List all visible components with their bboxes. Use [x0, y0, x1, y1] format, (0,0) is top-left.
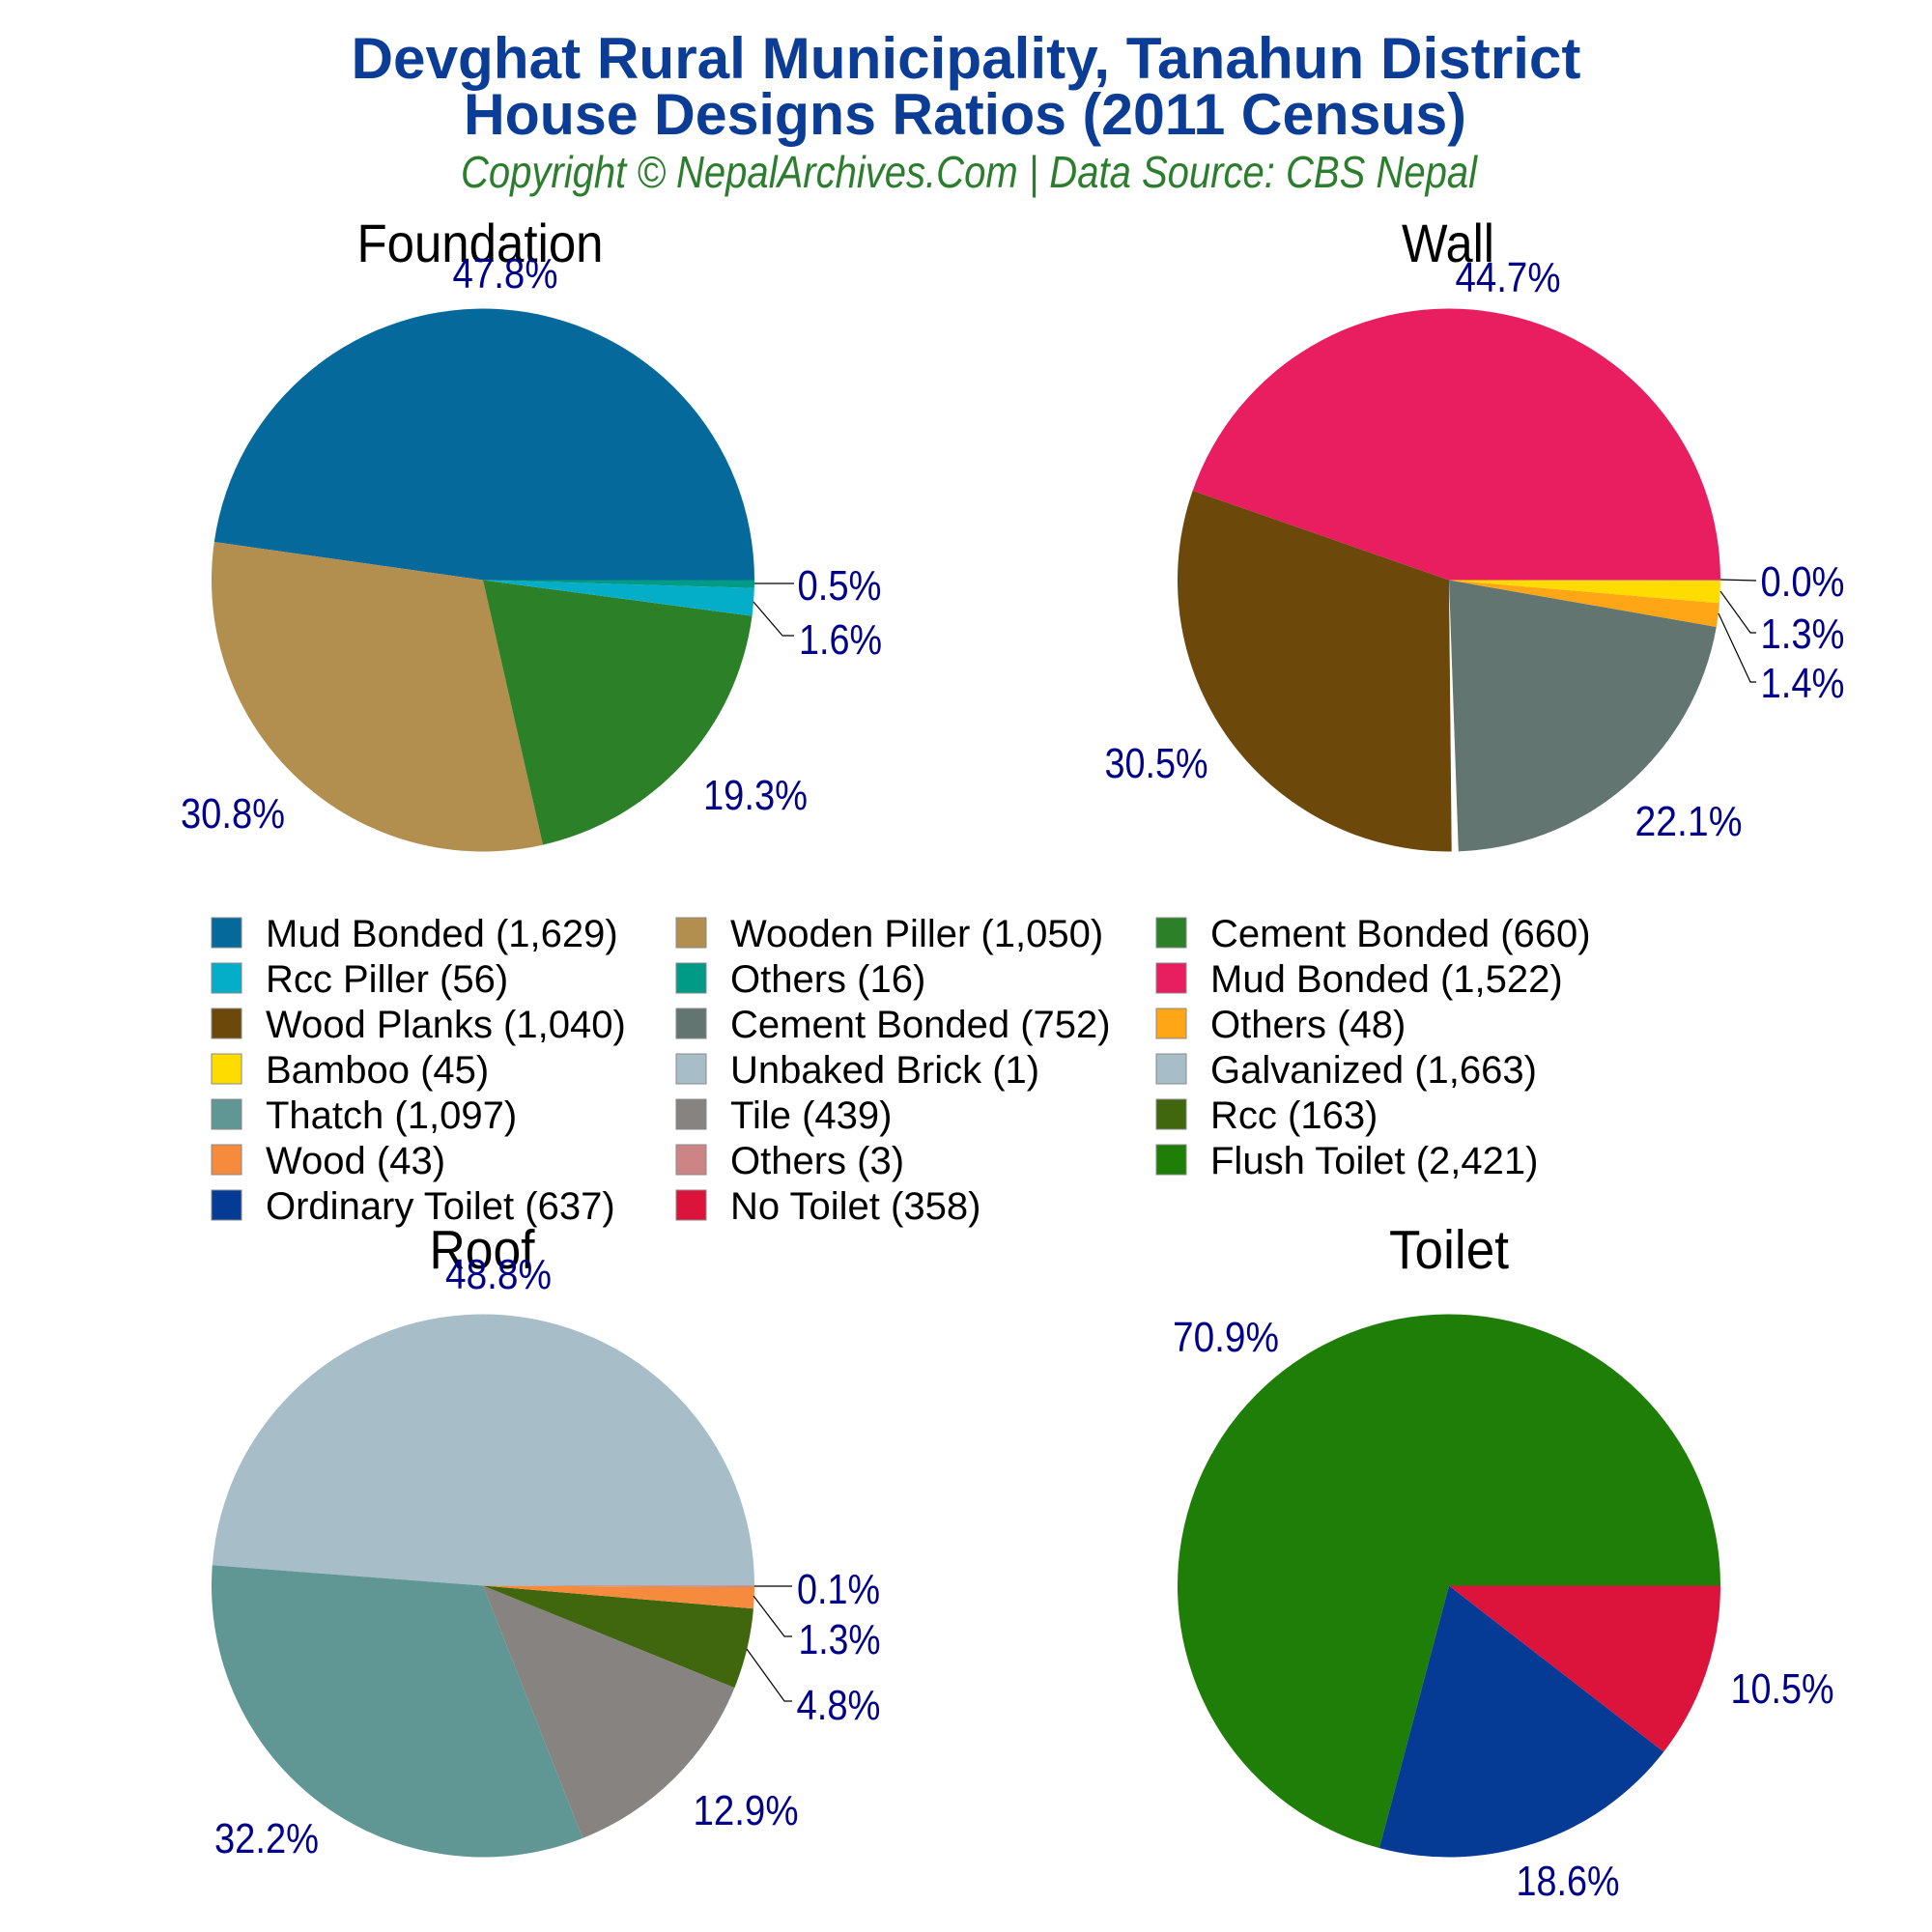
svg-text:30.8%: 30.8% — [181, 790, 285, 838]
svg-text:Copyright © NepalArchives.Com: Copyright © NepalArchives.Com | Data Sou… — [461, 147, 1479, 197]
svg-text:30.5%: 30.5% — [1105, 740, 1208, 787]
svg-text:Mud Bonded (1,629): Mud Bonded (1,629) — [266, 913, 618, 955]
svg-text:Rcc Piller (56): Rcc Piller (56) — [266, 958, 508, 1001]
svg-text:Ordinary Toilet (637): Ordinary Toilet (637) — [266, 1185, 615, 1228]
svg-text:Flush Toilet (2,421): Flush Toilet (2,421) — [1210, 1140, 1538, 1182]
svg-text:Mud Bonded (1,522): Mud Bonded (1,522) — [1210, 958, 1563, 1001]
svg-text:Thatch (1,097): Thatch (1,097) — [266, 1094, 517, 1137]
svg-text:Galvanized (1,663): Galvanized (1,663) — [1210, 1049, 1537, 1092]
svg-text:Roof: Roof — [430, 1219, 535, 1281]
svg-text:Wood Planks (1,040): Wood Planks (1,040) — [266, 1004, 626, 1046]
svg-text:0.1%: 0.1% — [797, 1566, 880, 1613]
svg-text:Cement Bonded (660): Cement Bonded (660) — [1210, 913, 1591, 955]
svg-text:1.4%: 1.4% — [1761, 660, 1845, 707]
svg-text:Cement Bonded (752): Cement Bonded (752) — [730, 1004, 1111, 1046]
svg-text:0.5%: 0.5% — [798, 562, 882, 610]
svg-text:1.3%: 1.3% — [799, 1616, 881, 1663]
svg-text:Others (16): Others (16) — [730, 958, 925, 1001]
svg-text:Devghat Rural Municipality, Ta: Devghat Rural Municipality, Tanahun Dist… — [352, 26, 1581, 91]
svg-text:48.8%: 48.8% — [445, 1251, 552, 1298]
svg-text:No Toilet (358): No Toilet (358) — [730, 1185, 980, 1228]
svg-text:Wall: Wall — [1402, 213, 1494, 273]
svg-text:4.8%: 4.8% — [797, 1682, 881, 1729]
svg-text:Bamboo (45): Bamboo (45) — [266, 1049, 489, 1092]
svg-text:18.6%: 18.6% — [1517, 1858, 1620, 1905]
svg-text:1.3%: 1.3% — [1761, 611, 1845, 658]
svg-text:Others (3): Others (3) — [730, 1140, 904, 1182]
svg-text:Unbaked Brick (1): Unbaked Brick (1) — [730, 1049, 1039, 1092]
svg-text:70.9%: 70.9% — [1173, 1314, 1279, 1361]
svg-text:1.6%: 1.6% — [799, 616, 882, 664]
svg-text:Wooden Piller (1,050): Wooden Piller (1,050) — [730, 913, 1103, 955]
svg-text:47.8%: 47.8% — [453, 250, 558, 298]
svg-text:Others (48): Others (48) — [1210, 1004, 1406, 1046]
svg-text:Toilet: Toilet — [1389, 1219, 1509, 1281]
svg-text:12.9%: 12.9% — [694, 1787, 799, 1834]
svg-text:Rcc (163): Rcc (163) — [1210, 1094, 1378, 1137]
svg-text:44.7%: 44.7% — [1456, 254, 1561, 301]
svg-text:Foundation: Foundation — [357, 213, 604, 273]
svg-text:10.5%: 10.5% — [1731, 1665, 1834, 1713]
svg-text:22.1%: 22.1% — [1635, 798, 1743, 845]
svg-text:32.2%: 32.2% — [214, 1815, 319, 1862]
svg-text:0.0%: 0.0% — [1761, 558, 1845, 606]
svg-text:Wood (43): Wood (43) — [266, 1140, 445, 1182]
svg-text:House Designs Ratios (2011 Cen: House Designs Ratios (2011 Census) — [464, 82, 1466, 147]
svg-text:Tile (439): Tile (439) — [730, 1094, 892, 1137]
svg-text:19.3%: 19.3% — [703, 772, 808, 819]
